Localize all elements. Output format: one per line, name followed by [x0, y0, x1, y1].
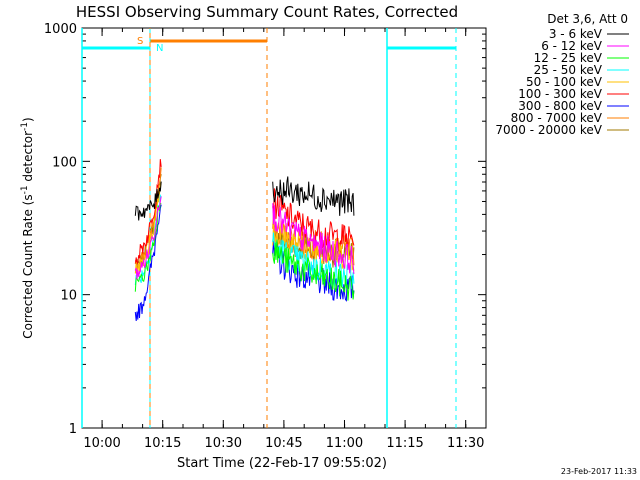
y-tick-label: 100: [52, 155, 77, 170]
x-tick-label: 11:00: [326, 436, 363, 451]
x-axis: 10:00 10:15 10:30 10:45 11:00 11:15 11:30: [81, 28, 487, 451]
y-tick-label: 1000: [44, 22, 77, 37]
legend-label: 100 - 300 keV: [518, 87, 602, 101]
series-line-6-12keV: [134, 196, 162, 280]
legend-title: Det 3,6, Att 0: [547, 12, 628, 26]
series-line-6-12keV: [272, 203, 355, 274]
s-marker-label: S: [137, 36, 143, 47]
y-label-end: ): [21, 117, 35, 122]
x-tick-label: 10:15: [144, 436, 181, 451]
series-line-100-300keV: [272, 188, 355, 252]
legend-label: 800 - 7000 keV: [511, 111, 603, 125]
series-line-3-6keV: [134, 181, 162, 221]
x-axis-label: Start Time (22-Feb-17 09:55:02): [177, 456, 387, 471]
markers: S N: [81, 28, 457, 428]
series-line-3-6keV: [272, 176, 355, 216]
series-line-12-25keV: [272, 239, 355, 301]
n-marker-label: N: [156, 43, 163, 54]
series-line-25-50keV: [272, 232, 355, 289]
y-axis: 1 10 100 1000: [44, 22, 486, 437]
y-label-sup1: -1: [20, 185, 30, 194]
y-axis-label: Corrected Count Rate (s-1 detector-1): [20, 117, 35, 338]
legend-label: 50 - 100 keV: [526, 75, 603, 89]
x-tick-label: 10:30: [205, 436, 242, 451]
x-tick-label: 11:30: [447, 436, 484, 451]
series-line-300-800keV: [134, 204, 162, 321]
y-tick-label: 10: [60, 289, 77, 304]
legend-label: 3 - 6 keV: [549, 27, 603, 41]
series-line-100-300keV: [134, 159, 162, 266]
chart-title: HESSI Observing Summary Count Rates, Cor…: [76, 3, 458, 21]
data-series: [134, 159, 355, 321]
y-tick-label: 1: [69, 422, 77, 437]
legend-label: 6 - 12 keV: [541, 39, 603, 53]
y-label-main: Corrected Count Rate (s: [21, 194, 35, 338]
y-label-mid: detector: [21, 131, 35, 186]
x-tick-label: 10:00: [83, 436, 120, 451]
legend-label: 12 - 25 keV: [534, 51, 603, 65]
legend-label: 7000 - 20000 keV: [495, 123, 602, 137]
x-tick-label: 10:45: [265, 436, 302, 451]
y-label-sup2: -1: [20, 122, 30, 131]
legend-label: 300 - 800 keV: [518, 99, 602, 113]
footer-date: 23-Feb-2017 11:33: [561, 467, 637, 476]
series-line-12-25keV: [134, 202, 162, 292]
legend-label: 25 - 50 keV: [534, 63, 603, 77]
x-tick-label: 11:15: [386, 436, 423, 451]
